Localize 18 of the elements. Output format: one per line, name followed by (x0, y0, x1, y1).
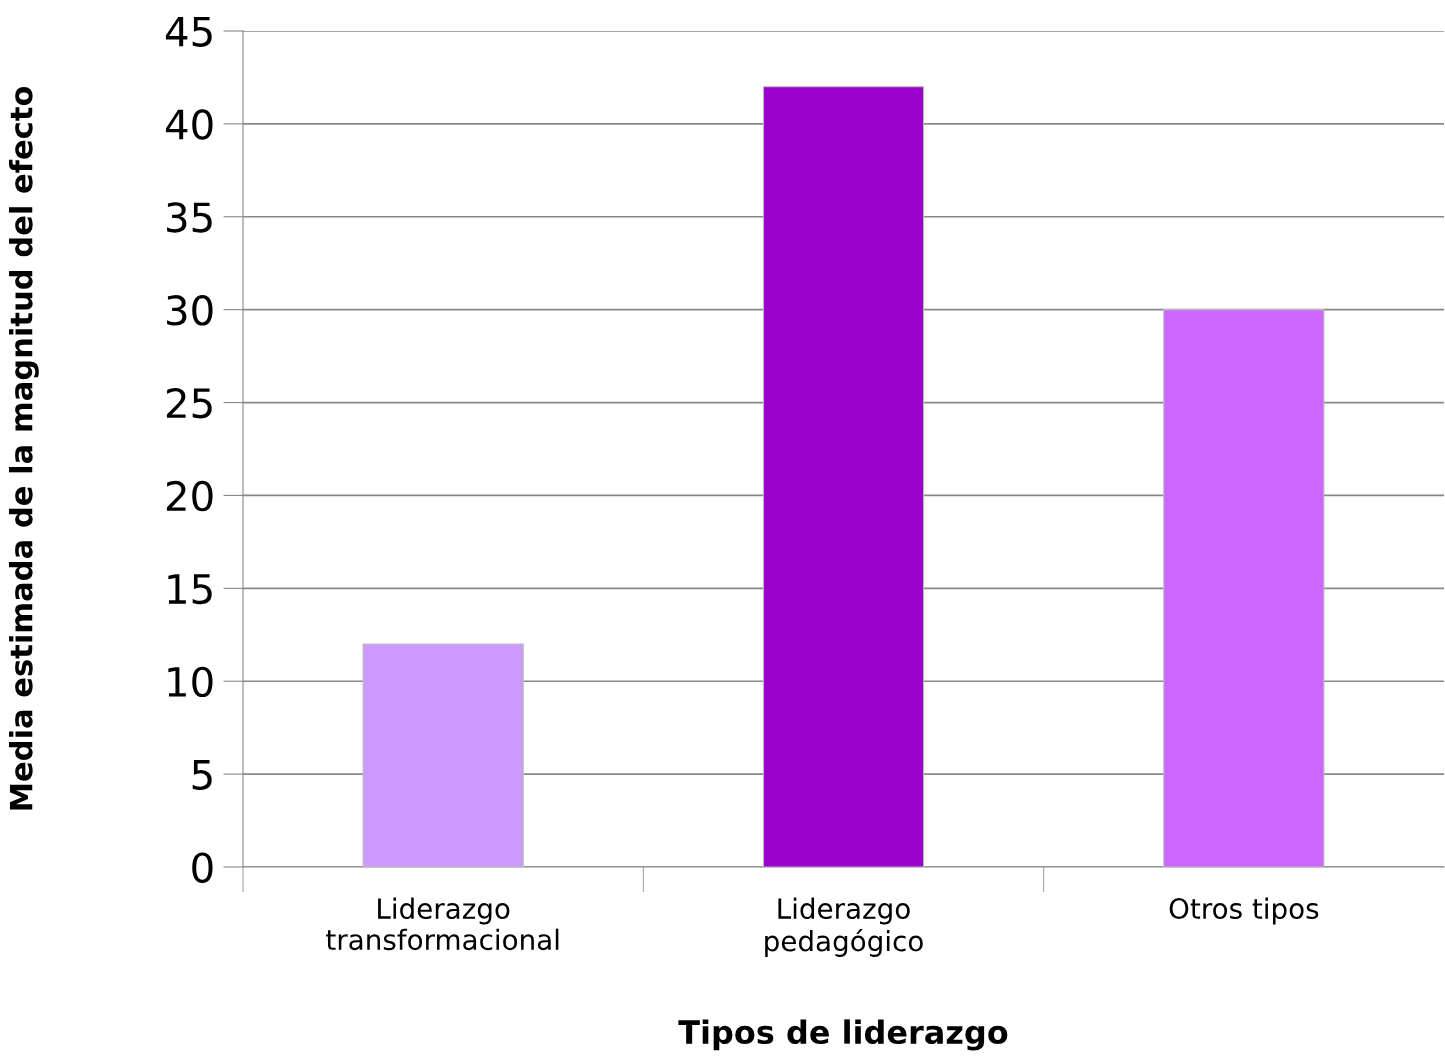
y-tick-label: 0 (192, 852, 213, 883)
x-tick-label: Liderazgo pedagógico (765, 897, 923, 957)
y-tick-label: 30 (167, 295, 213, 326)
x-tick-label: Liderazgo transformacional (326, 897, 559, 951)
x-axis-title: Tipos de liderazgo (678, 1019, 1008, 1051)
bar (762, 86, 925, 867)
y-tick-label: 15 (168, 574, 212, 605)
y-tick-label: 35 (167, 202, 212, 233)
bar (1163, 309, 1325, 867)
y-tick-label: 5 (192, 760, 212, 790)
y-tick-label: 20 (166, 480, 213, 512)
y-tick-label: 40 (165, 109, 213, 140)
bar (362, 643, 524, 867)
x-tick-label: Otros tipos (1169, 897, 1319, 925)
y-tick-label: 10 (168, 666, 213, 698)
y-axis-title: Media estimada de la magnitud del efecto (9, 86, 39, 810)
y-tick-label: 45 (165, 16, 212, 47)
y-tick-label: 25 (166, 387, 212, 419)
